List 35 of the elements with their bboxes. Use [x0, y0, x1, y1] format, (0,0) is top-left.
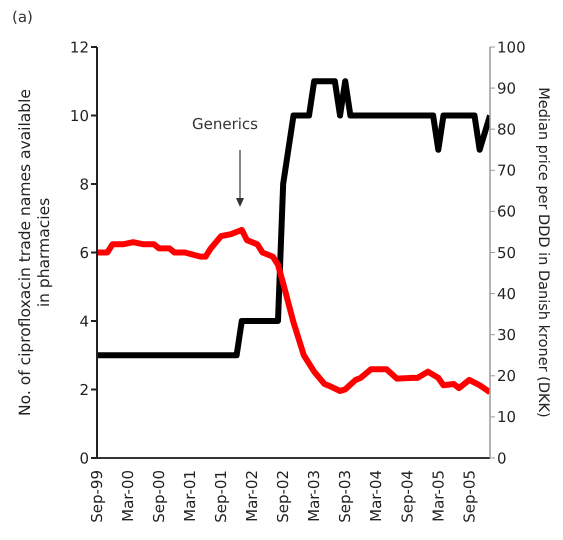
x-tick-label: Sep-03 — [336, 470, 354, 523]
y2-axis-title: Median price per DDD in Danish kroner (DKK) — [535, 87, 551, 418]
y-tick-label: 0 — [79, 449, 89, 468]
x-tick-label: Mar-01 — [181, 470, 200, 522]
annotation: Generics — [192, 115, 258, 133]
y2-tick-label: 100 — [497, 38, 526, 56]
x-tick-label: Mar-05 — [429, 470, 448, 522]
text: (a) — [12, 8, 33, 26]
y2-tick-label: 80 — [497, 120, 516, 139]
y2-tick-label: 60 — [497, 202, 516, 221]
x-tick-label: Mar-03 — [305, 470, 324, 522]
y-tick-label: 10 — [70, 106, 89, 125]
y2-tick-label: 20 — [497, 367, 516, 386]
y-axis-title: No. of ciprofloxacin trade names available in pharmacies — [16, 89, 53, 416]
y-tick-label: 4 — [79, 312, 89, 330]
x-tick-label: Mar-04 — [367, 470, 386, 522]
y2-tick-label: 40 — [497, 284, 516, 303]
x-tick-label: Sep-01 — [212, 470, 230, 523]
y2-tick-label: 30 — [497, 326, 516, 344]
y2-tick-label: 90 — [497, 79, 516, 98]
y2-tick-label: 70 — [497, 162, 516, 180]
y-tick-label: 6 — [79, 244, 89, 262]
x-tick-label: Sep-05 — [460, 470, 478, 523]
y-tick-label: 2 — [79, 380, 89, 399]
y2-tick-label: 10 — [497, 408, 516, 426]
y-tick-label: 12 — [70, 38, 89, 56]
x-tick-label: Sep-04 — [398, 470, 416, 523]
x-tick-label: Sep-02 — [274, 470, 292, 523]
x-tick-label: Sep-00 — [150, 470, 168, 523]
y2-tick-label: 0 — [497, 449, 507, 468]
x-tick-label: Mar-00 — [119, 470, 138, 522]
x-tick-label: Sep-99 — [88, 470, 106, 523]
y-tick-label: 8 — [79, 175, 89, 194]
y2-tick-label: 50 — [497, 244, 516, 262]
x-tick-label: Mar-02 — [243, 470, 262, 522]
